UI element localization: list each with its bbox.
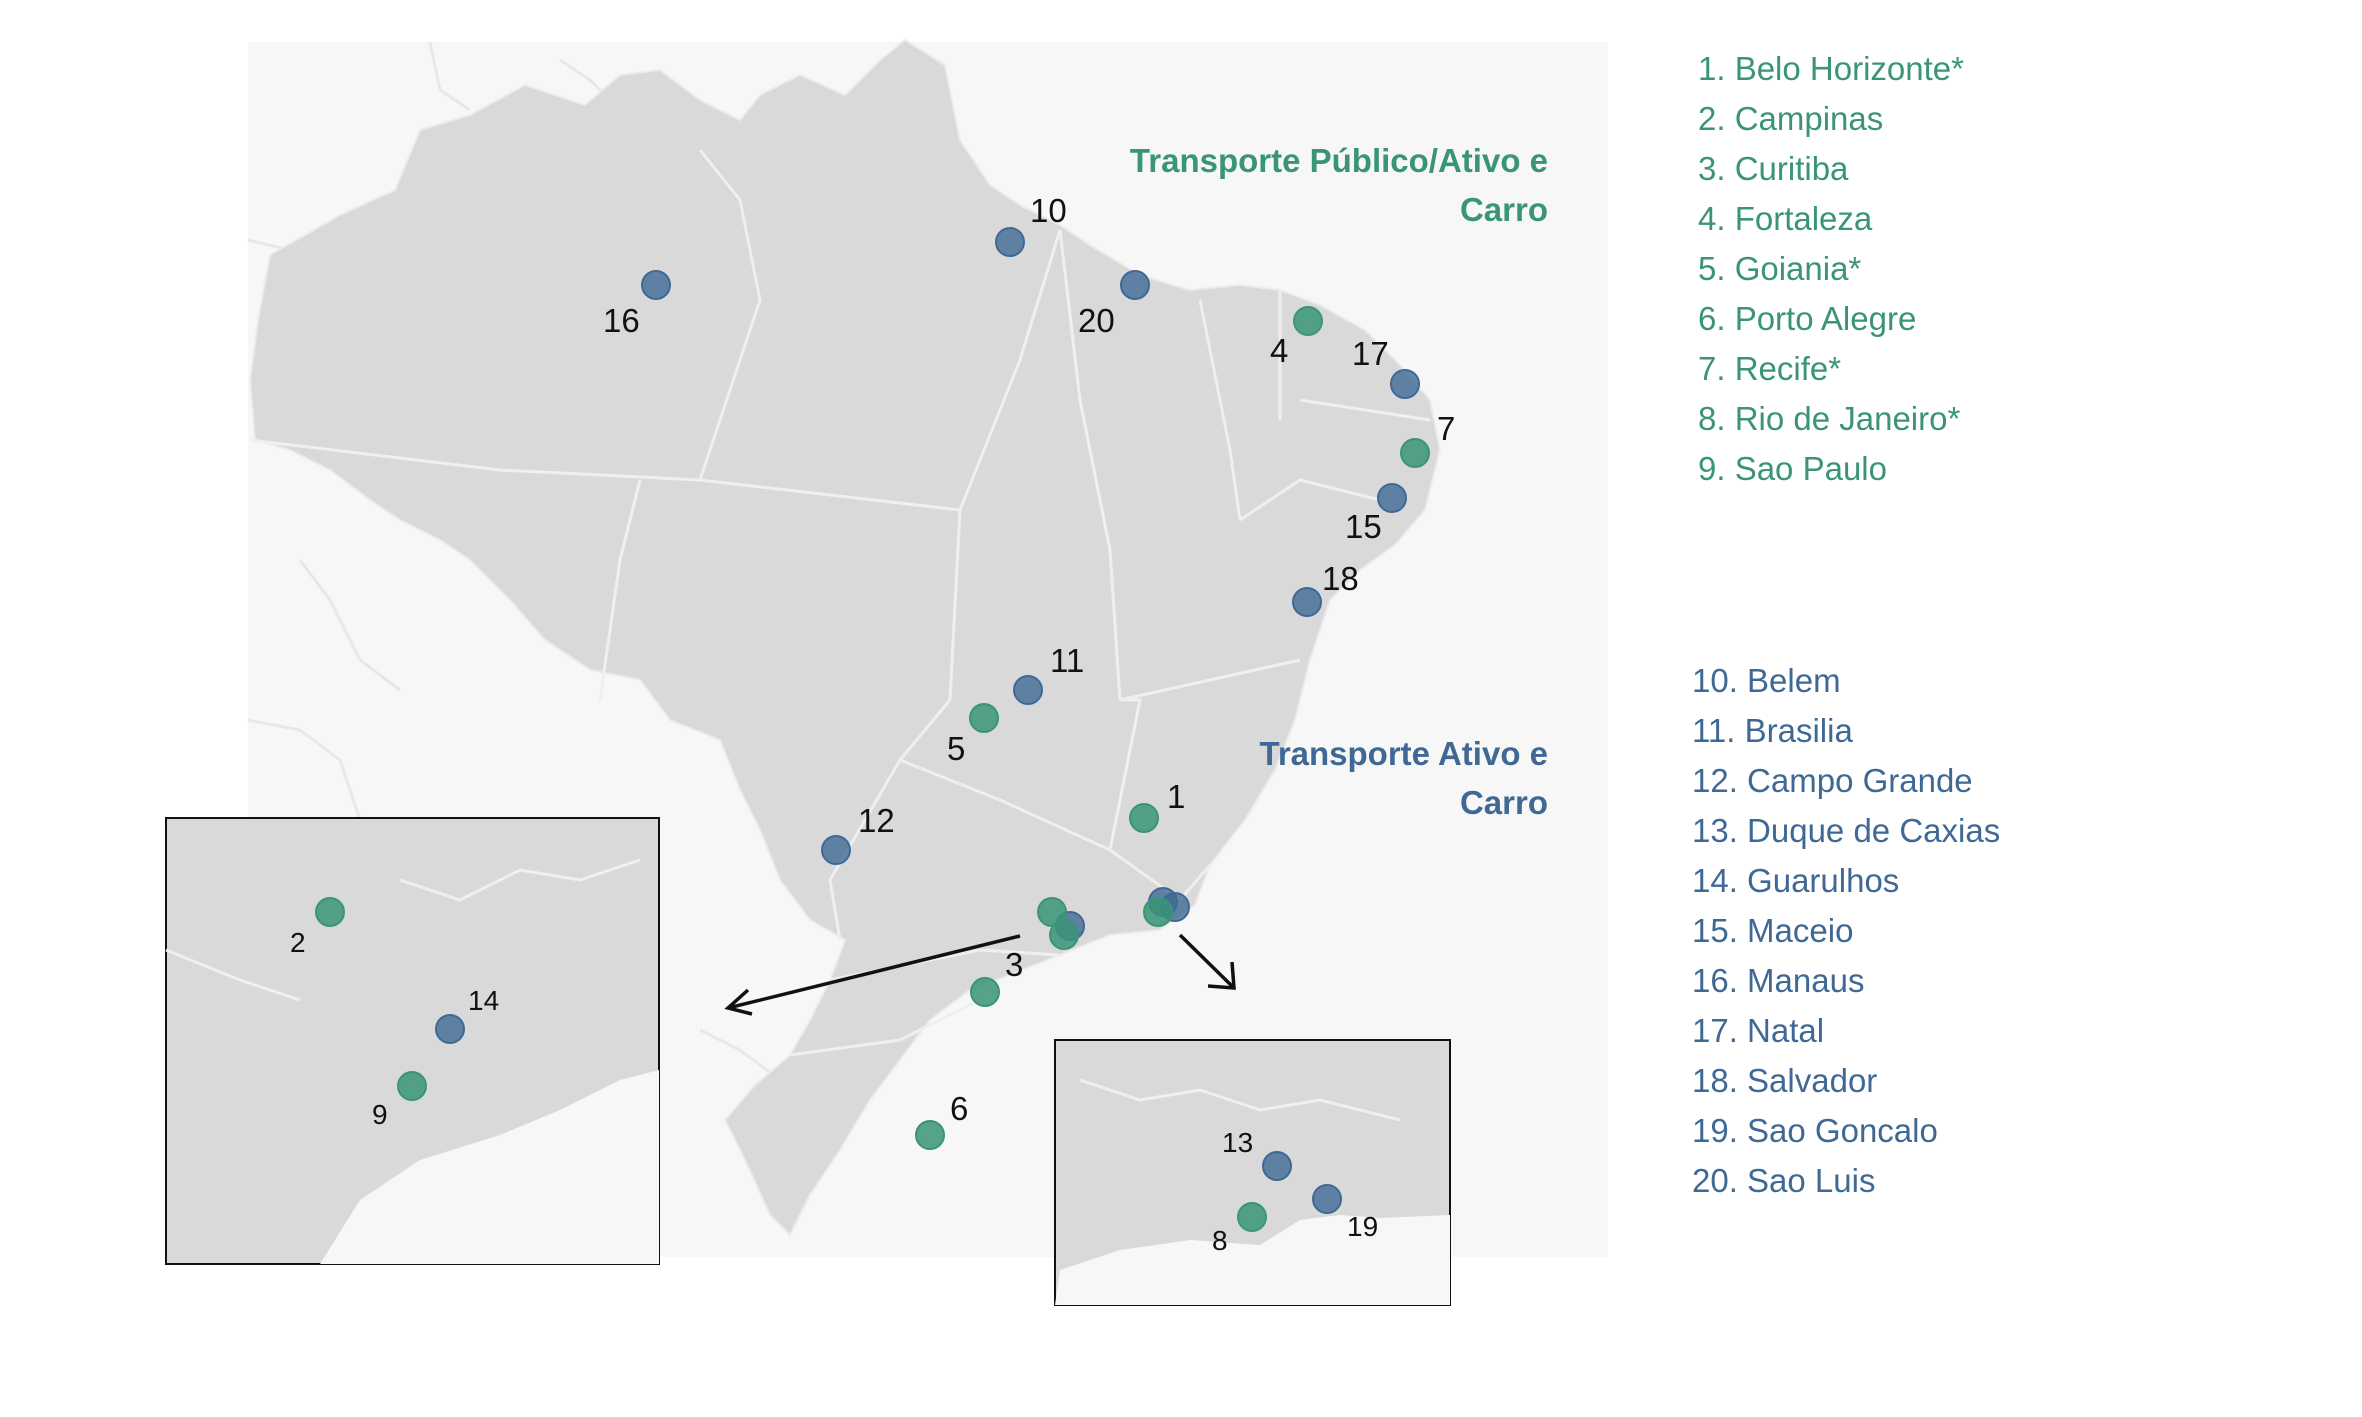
brazil-landmass xyxy=(248,38,1442,1237)
marker-label-17: 17 xyxy=(1352,335,1389,372)
marker-label-6: 6 xyxy=(950,1090,968,1127)
marker-label-15: 15 xyxy=(1345,508,1382,545)
marker-label-16: 16 xyxy=(603,302,640,339)
city-marker-16[interactable] xyxy=(641,270,671,300)
city-marker-18[interactable] xyxy=(1292,587,1322,617)
marker-label-1: 1 xyxy=(1167,778,1185,815)
inset-label-8: 8 xyxy=(1212,1225,1228,1256)
inset-marker-2[interactable] xyxy=(315,897,345,927)
inset-marker-14[interactable] xyxy=(435,1014,465,1044)
inset-marker-9[interactable] xyxy=(397,1071,427,1101)
legend-item: 5. Goiania* xyxy=(1698,250,1861,287)
legend-item: 13. Duque de Caxias xyxy=(1692,812,2000,849)
state-borders xyxy=(249,149,1431,1057)
marker-label-12: 12 xyxy=(858,802,895,839)
legend-item: 16. Manaus xyxy=(1692,962,1864,999)
arrow-head-rio xyxy=(1207,961,1236,990)
legend-item: 6. Porto Alegre xyxy=(1698,300,1916,337)
city-marker-6[interactable] xyxy=(915,1120,945,1150)
legend-item: 15. Maceio xyxy=(1692,912,1853,949)
legend-item: 10. Belem xyxy=(1692,662,1841,699)
city-marker-7[interactable] xyxy=(1400,438,1430,468)
city-marker-8[interactable] xyxy=(1143,897,1173,927)
marker-labels: 10 16 20 4 17 7 15 18 11 5 1 12 3 6 2 14… xyxy=(290,192,1455,1256)
arrow-to-sao-paulo-inset xyxy=(727,934,1021,1010)
inset-label-19: 19 xyxy=(1347,1211,1378,1242)
marker-label-18: 18 xyxy=(1322,560,1359,597)
legend-item: 12. Campo Grande xyxy=(1692,762,1973,799)
legend-item: 3. Curitiba xyxy=(1698,150,1849,187)
city-markers xyxy=(315,227,1430,1232)
marker-label-4: 4 xyxy=(1270,332,1288,369)
legend-item: 8. Rio de Janeiro* xyxy=(1698,400,1960,437)
legend-green: 1. Belo Horizonte* 2. Campinas 3. Curiti… xyxy=(1698,50,1964,487)
marker-label-20: 20 xyxy=(1078,302,1115,339)
arrow-to-rio-inset xyxy=(1178,933,1236,990)
legend-blue: 10. Belem 11. Brasilia 12. Campo Grande … xyxy=(1692,662,2000,1199)
city-marker-10[interactable] xyxy=(995,227,1025,257)
city-marker-1[interactable] xyxy=(1129,803,1159,833)
legend-item: 17. Natal xyxy=(1692,1012,1824,1049)
city-marker-5[interactable] xyxy=(969,703,999,733)
inset-label-14: 14 xyxy=(468,985,499,1016)
city-marker-4[interactable] xyxy=(1293,306,1323,336)
blue-group-title-line2: Carro xyxy=(1460,784,1548,821)
inset-label-9: 9 xyxy=(372,1099,388,1130)
legend-item: 1. Belo Horizonte* xyxy=(1698,50,1964,87)
legend-item: 2. Campinas xyxy=(1698,100,1883,137)
marker-label-10: 10 xyxy=(1030,192,1067,229)
legend-item: 9. Sao Paulo xyxy=(1698,450,1887,487)
city-marker-17[interactable] xyxy=(1390,369,1420,399)
legend-item: 19. Sao Goncalo xyxy=(1692,1112,1938,1149)
legend-item: 18. Salvador xyxy=(1692,1062,1877,1099)
sao-paulo-inset xyxy=(165,817,660,1265)
city-marker-12[interactable] xyxy=(821,835,851,865)
legend-item: 7. Recife* xyxy=(1698,350,1841,387)
city-marker-20[interactable] xyxy=(1120,270,1150,300)
marker-label-3: 3 xyxy=(1005,946,1023,983)
legend-item: 14. Guarulhos xyxy=(1692,862,1899,899)
green-group-title-line1: Transporte Público/Ativo e xyxy=(1130,142,1548,179)
inset-marker-19[interactable] xyxy=(1312,1184,1342,1214)
inset-label-13: 13 xyxy=(1222,1127,1253,1158)
blue-group-title-line1: Transporte Ativo e xyxy=(1259,735,1548,772)
inset-marker-13[interactable] xyxy=(1262,1151,1292,1181)
marker-label-5: 5 xyxy=(947,730,965,767)
city-marker-3[interactable] xyxy=(970,977,1000,1007)
inset-label-2: 2 xyxy=(290,927,306,958)
inset-marker-8[interactable] xyxy=(1237,1202,1267,1232)
arrow-head-sao-paulo xyxy=(724,988,753,1016)
marker-label-7: 7 xyxy=(1437,410,1455,447)
legend-item: 11. Brasilia xyxy=(1692,712,1853,749)
rio-de-janeiro-inset xyxy=(1054,1039,1451,1306)
city-marker-15[interactable] xyxy=(1377,483,1407,513)
legend-item: 4. Fortaleza xyxy=(1698,200,1873,237)
marker-label-11: 11 xyxy=(1050,642,1084,679)
green-group-title-line2: Carro xyxy=(1460,191,1548,228)
city-marker-9[interactable] xyxy=(1049,920,1079,950)
city-marker-11[interactable] xyxy=(1013,675,1043,705)
legend-item: 20. Sao Luis xyxy=(1692,1162,1875,1199)
